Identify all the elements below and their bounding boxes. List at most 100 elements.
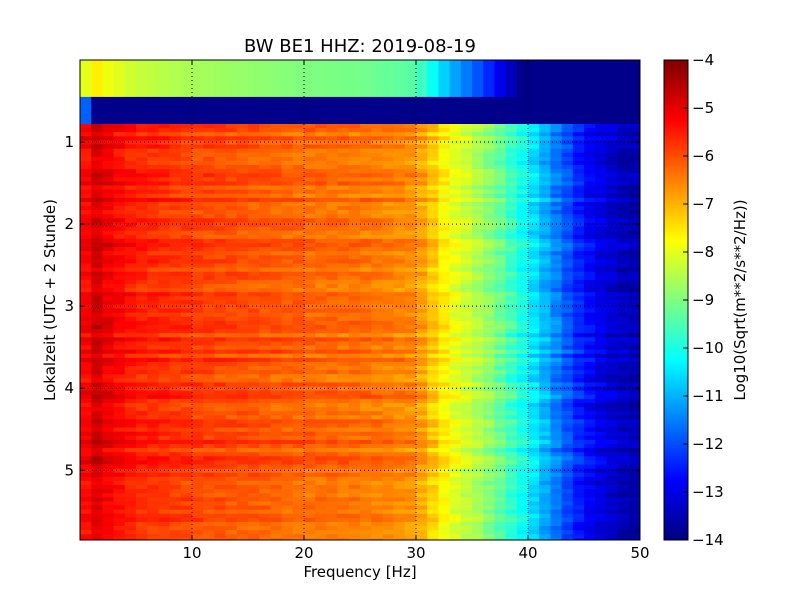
heatmap-cell <box>270 121 283 125</box>
heatmap-row <box>80 226 640 232</box>
heatmap-cell <box>225 84 238 90</box>
heatmap-cell <box>427 124 439 129</box>
heatmap-cell <box>572 84 585 90</box>
heatmap-cell <box>136 156 148 162</box>
heatmap-cell <box>584 386 596 392</box>
heatmap-cell <box>270 101 283 106</box>
heatmap-cell <box>572 234 585 240</box>
heatmap-cell <box>528 398 540 404</box>
heatmap-cell <box>449 181 462 187</box>
heatmap-cell <box>449 247 462 252</box>
heatmap-cell <box>539 234 551 240</box>
heatmap-cell <box>494 423 507 429</box>
heatmap-cell <box>360 64 372 69</box>
heatmap-cell <box>360 76 372 82</box>
heatmap-cell <box>270 357 283 363</box>
heatmap-cell <box>595 128 607 133</box>
heatmap-cell <box>102 288 115 293</box>
heatmap-cell <box>516 448 529 453</box>
heatmap-cell <box>360 423 372 429</box>
heatmap-cell <box>617 382 630 388</box>
heatmap-cell <box>516 242 529 248</box>
heatmap-cell <box>236 76 249 82</box>
heatmap-cell <box>606 105 619 110</box>
heatmap-cell <box>169 267 182 273</box>
heatmap-cell <box>528 357 540 363</box>
heatmap-cell <box>180 448 193 453</box>
heatmap-cell <box>572 284 585 289</box>
heatmap-cell <box>539 101 551 106</box>
heatmap-cell <box>91 394 103 400</box>
heatmap-cell <box>214 230 227 236</box>
heatmap-cell <box>102 320 115 326</box>
heatmap-cell <box>192 124 204 129</box>
heatmap-cell <box>180 357 193 363</box>
heatmap-cell <box>147 390 159 396</box>
heatmap-cell <box>561 72 574 78</box>
heatmap-cell <box>337 370 350 375</box>
heatmap-cell <box>505 423 518 429</box>
heatmap-cell <box>561 181 574 187</box>
heatmap-cell <box>281 173 294 178</box>
heatmap-cell <box>315 234 327 240</box>
heatmap-cell <box>236 169 249 174</box>
heatmap-cell <box>449 68 462 73</box>
heatmap-cell <box>393 411 406 416</box>
heatmap-cell <box>516 390 529 396</box>
heatmap-cell <box>561 329 574 334</box>
heatmap-cell <box>158 251 171 256</box>
heatmap-cell <box>360 349 372 355</box>
heatmap-cell <box>460 279 473 285</box>
heatmap-cell <box>259 189 271 195</box>
heatmap-row <box>80 308 640 314</box>
heatmap-cell <box>147 165 159 170</box>
heatmap-cell <box>494 230 507 236</box>
heatmap-cell <box>203 230 215 236</box>
heatmap-cell <box>561 259 574 265</box>
heatmap-cell <box>248 226 260 232</box>
heatmap-cell <box>572 160 585 166</box>
heatmap-cell <box>483 189 495 195</box>
heatmap-cell <box>516 456 529 462</box>
heatmap-cell <box>617 275 630 281</box>
heatmap-cell <box>606 279 619 285</box>
heatmap-cell <box>595 333 607 338</box>
heatmap-cell <box>236 456 249 462</box>
heatmap-cell <box>404 411 417 416</box>
heatmap-cell <box>214 238 227 244</box>
heatmap-cell <box>561 390 574 396</box>
heatmap-cell <box>292 234 305 240</box>
heatmap-cell <box>584 288 596 293</box>
heatmap-cell <box>472 390 484 396</box>
heatmap-cell <box>483 386 495 392</box>
heatmap-cell <box>180 96 193 102</box>
heatmap-cell <box>136 312 148 318</box>
heatmap-cell <box>180 189 193 195</box>
heatmap-cell <box>337 105 350 110</box>
heatmap-cell <box>494 378 507 384</box>
heatmap-cell <box>124 386 137 392</box>
heatmap-cell <box>584 101 596 106</box>
heatmap-cell <box>539 370 551 375</box>
heatmap-cell <box>180 402 193 408</box>
heatmap-cell <box>483 140 495 146</box>
heatmap-cell <box>281 361 294 367</box>
heatmap-cell <box>516 435 529 441</box>
heatmap-cell <box>393 255 406 260</box>
heatmap-cell <box>337 140 350 146</box>
heatmap-cell <box>113 181 126 187</box>
heatmap-cell <box>416 105 428 110</box>
heatmap-cell <box>449 337 462 343</box>
heatmap-cell <box>595 374 607 379</box>
heatmap-cell <box>595 419 607 425</box>
heatmap-cell <box>203 156 215 162</box>
heatmap-cell <box>259 296 271 302</box>
heatmap-cell <box>169 101 182 106</box>
heatmap-cell <box>337 341 350 347</box>
heatmap-cell <box>225 345 238 351</box>
heatmap-cell <box>584 242 596 248</box>
heatmap-cell <box>326 144 339 150</box>
heatmap-cell <box>516 444 529 449</box>
heatmap-cell <box>124 144 137 150</box>
heatmap-cell <box>91 415 103 420</box>
